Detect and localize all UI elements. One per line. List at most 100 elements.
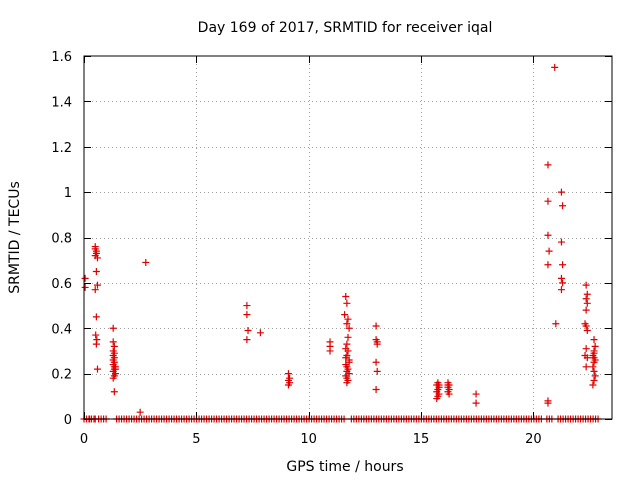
data-point (373, 367, 381, 375)
data-point (557, 238, 565, 246)
data-point (372, 358, 380, 366)
data-point (472, 399, 480, 407)
data-point (81, 283, 89, 291)
data-point (92, 340, 100, 348)
data-point (583, 299, 591, 307)
data-point (557, 188, 565, 196)
data-point (591, 372, 599, 380)
data-point (544, 261, 552, 269)
y-tick-label: 0.4 (51, 322, 72, 337)
y-tick-labels: 0 0.2 0.4 0.6 0.8 1 1.2 1.4 1.6 (51, 50, 72, 428)
data-point (590, 358, 598, 366)
x-tick-label: 15 (413, 432, 430, 447)
data-point (589, 363, 597, 371)
data-point (589, 381, 597, 389)
data-point (284, 381, 292, 389)
y-tick-label: 1.2 (51, 141, 72, 156)
data-point (326, 347, 334, 355)
data-point (81, 274, 89, 282)
data-point (344, 315, 352, 323)
data-point (343, 299, 351, 307)
data-point (342, 354, 350, 362)
data-point (552, 320, 560, 328)
data-point (590, 376, 598, 384)
data-point (559, 202, 567, 210)
data-point (244, 327, 252, 335)
y-tick-label: 0 (64, 413, 72, 428)
data-point (243, 336, 251, 344)
data-point (582, 345, 590, 353)
data-point (343, 320, 351, 328)
y-tick-label: 1.4 (51, 95, 72, 110)
data-point (344, 347, 352, 355)
data-point (109, 324, 117, 332)
data-point (545, 247, 553, 255)
data-point (93, 254, 101, 262)
data-point (444, 381, 452, 389)
grid-lines (84, 56, 612, 419)
x-tick-label: 10 (300, 432, 317, 447)
data-point (284, 370, 292, 378)
data-point (91, 286, 99, 294)
data-point (136, 408, 144, 416)
data-point (583, 290, 591, 298)
data-point (583, 327, 591, 335)
data-point (544, 197, 552, 205)
axis-ticks (84, 56, 612, 420)
x-tick-label: 0 (80, 432, 88, 447)
data-point (110, 342, 118, 350)
data-point (373, 338, 381, 346)
data-point (345, 324, 353, 332)
data-point (582, 295, 590, 303)
data-point (559, 279, 567, 287)
data-point (557, 274, 565, 282)
y-tick-label: 0.8 (51, 232, 72, 247)
y-axis-label: SRMTID / TECUs (7, 181, 23, 294)
data-point (590, 367, 598, 375)
data-point (445, 390, 453, 398)
data-point (544, 397, 552, 405)
data-point (590, 336, 598, 344)
data-point (93, 365, 101, 373)
data-point (110, 363, 118, 371)
data-point (109, 338, 117, 346)
y-tick-label: 1 (64, 186, 72, 201)
x-tick-label: 20 (525, 432, 542, 447)
data-point (544, 231, 552, 239)
data-point (472, 390, 480, 398)
data-point (109, 374, 117, 382)
data-point (93, 281, 101, 289)
data-point (591, 342, 599, 350)
y-tick-label: 0.6 (51, 277, 72, 292)
data-point (92, 313, 100, 321)
data-point (590, 349, 598, 357)
x-tick-labels: 0 5 10 15 20 (80, 432, 542, 447)
data-point (343, 379, 351, 387)
plot-frame (83, 55, 613, 420)
data-point (551, 63, 559, 71)
data-point (372, 386, 380, 394)
data-point (341, 311, 349, 319)
x-tick-label: 5 (192, 432, 200, 447)
data-point (92, 268, 100, 276)
data-point (582, 306, 590, 314)
data-point (92, 331, 100, 339)
data-point (243, 311, 251, 319)
data-point (583, 354, 591, 362)
data-point (559, 261, 567, 269)
data-point (256, 329, 264, 337)
y-tick-label: 0.2 (51, 368, 72, 383)
data-point (557, 286, 565, 294)
data-point (435, 381, 443, 389)
data-point (345, 358, 353, 366)
data-point (372, 322, 380, 330)
x-axis-label: GPS time / hours (286, 459, 403, 475)
chart-title: Day 169 of 2017, SRMTID for receiver iqa… (198, 20, 493, 36)
data-point (343, 340, 351, 348)
data-point (110, 388, 118, 396)
y-tick-label: 1.6 (51, 50, 72, 65)
data-point (433, 395, 441, 403)
data-point (344, 333, 352, 341)
data-point (142, 258, 150, 266)
